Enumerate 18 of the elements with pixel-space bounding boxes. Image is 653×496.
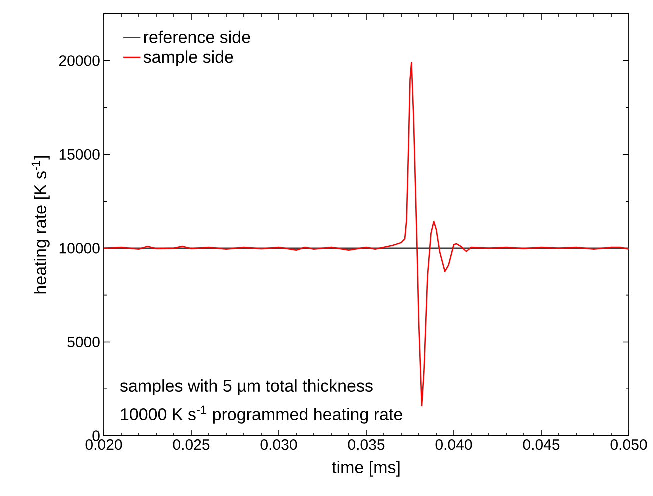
legend-label: reference side xyxy=(144,30,250,44)
x-tick-label: 0.040 xyxy=(436,440,472,450)
annotation: samples with 5 µm total thickness xyxy=(120,380,373,396)
y-tick-label: 5000 xyxy=(68,336,100,348)
x-tick-label: 0.020 xyxy=(86,440,122,450)
y-tick-label: 10000 xyxy=(60,243,100,254)
legend-label: sample side xyxy=(144,50,234,67)
y-tick-label: 20000 xyxy=(60,56,100,66)
annotation: 10000 K s$^{-1}$ programmed heating rate xyxy=(121,406,402,424)
y-tick-label: 15000 xyxy=(60,149,100,160)
x-tick-label: 0.030 xyxy=(260,440,298,450)
x-tick-label: 0.050 xyxy=(610,440,648,450)
x-tick-label: 0.025 xyxy=(173,440,210,450)
x-axis-title: time [ms] xyxy=(332,461,400,477)
x-tick-label: 0.035 xyxy=(348,440,385,450)
x-tick-label: 0.045 xyxy=(523,440,560,450)
y-tick-label: 0 xyxy=(92,430,100,442)
y-axis-title: heating rate [K s$^{-1}$] xyxy=(32,156,50,294)
